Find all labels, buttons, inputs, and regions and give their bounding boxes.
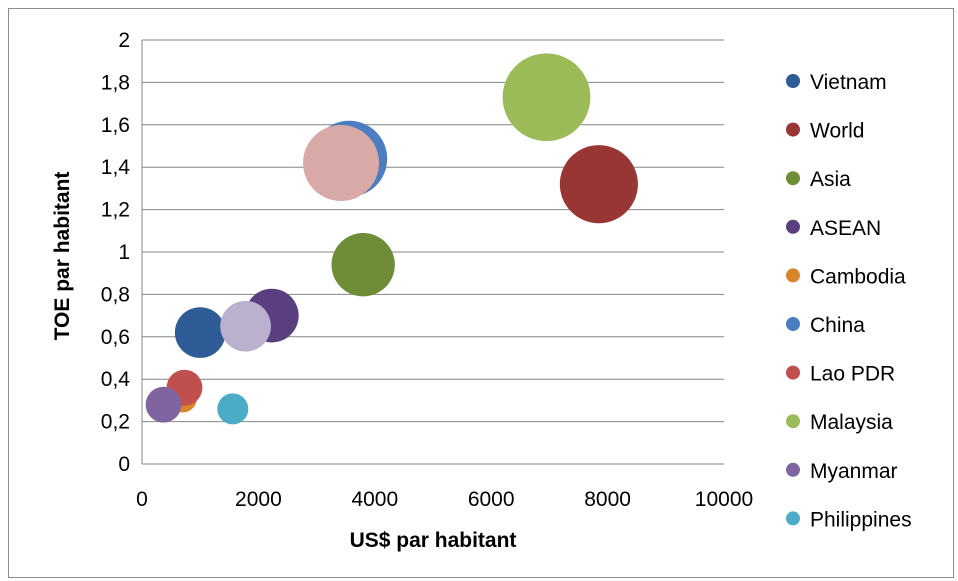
legend-marker	[786, 414, 800, 429]
legend-label: Lao PDR	[810, 363, 895, 386]
legend-marker	[786, 74, 800, 88]
legend: Vietnam World Asia ASEAN Cambodia China Lao PD…	[786, 71, 912, 531]
x-axis-title: US$ par habitant	[350, 529, 517, 552]
legend-marker	[786, 171, 800, 186]
x-tick-label: 8000	[584, 488, 631, 511]
legend-label: Malaysia	[810, 411, 893, 434]
y-tick-label: 1,8	[101, 71, 130, 94]
y-tick-label: 0,4	[101, 368, 131, 391]
y-tick-label: 1	[118, 241, 130, 264]
y-tick-label: 1,4	[101, 156, 131, 179]
legend-marker	[786, 317, 800, 331]
bubble-asia	[331, 233, 395, 297]
y-tick-label: 0,2	[101, 411, 130, 434]
bubble-vietnam	[174, 307, 226, 358]
legend-label: ASEAN	[810, 217, 881, 240]
bubble-unlabeled-1	[303, 124, 380, 201]
y-axis-title: TOE par habitant	[51, 172, 74, 341]
bubble-myanmar	[145, 386, 182, 423]
bubbles	[145, 53, 638, 425]
x-tick-label: 10000	[695, 488, 753, 511]
legend-marker	[786, 219, 800, 234]
y-tick-label: 0	[118, 453, 130, 476]
x-tick-labels: 0 2000 4000 6000 8000 10000	[136, 488, 753, 511]
y-tick-label: 0,6	[101, 326, 130, 349]
legend-marker	[786, 268, 800, 283]
bubble-malaysia	[502, 53, 591, 142]
legend-label: Myanmar	[810, 460, 898, 483]
y-tick-label: 1,6	[101, 114, 130, 137]
x-tick-label: 2000	[235, 488, 282, 511]
legend-marker	[786, 462, 800, 477]
legend-label: Asia	[810, 168, 851, 191]
legend-label: China	[810, 314, 865, 337]
y-tick-label: 0,8	[101, 283, 130, 306]
x-tick-label: 6000	[468, 488, 515, 511]
legend-marker	[786, 511, 800, 526]
legend-label: Cambodia	[810, 265, 906, 288]
legend-marker	[786, 365, 800, 380]
chart-frame: 0 0,2 0,4 0,6 0,8 1 1,2 1,4 1,6 1,8 2 0 2000 4000 600…	[8, 8, 954, 578]
legend-label: Philippines	[810, 508, 912, 531]
legend-marker	[786, 122, 800, 137]
y-tick-label: 1,2	[101, 199, 130, 222]
x-tick-label: 0	[136, 488, 148, 511]
legend-label: World	[810, 120, 864, 143]
bubble-chart: 0 0,2 0,4 0,6 0,8 1 1,2 1,4 1,6 1,8 2 0 2000 4000 600…	[51, 29, 912, 552]
bubble-world	[559, 145, 638, 224]
y-tick-label: 2	[118, 29, 130, 52]
x-tick-label: 4000	[351, 488, 398, 511]
bubble-unlabeled-2	[220, 300, 271, 352]
legend-label: Vietnam	[810, 71, 887, 94]
bubble-philippines	[217, 393, 249, 425]
y-tick-labels: 0 0,2 0,4 0,6 0,8 1 1,2 1,4 1,6 1,8 2	[101, 29, 131, 476]
